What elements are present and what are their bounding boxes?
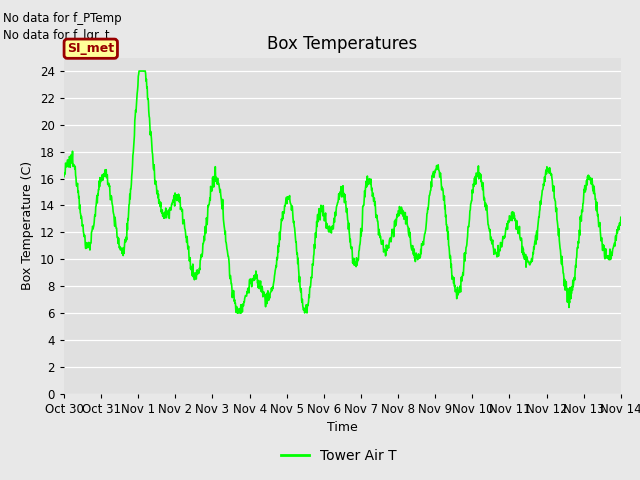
Legend: Tower Air T: Tower Air T	[276, 443, 403, 468]
Text: SI_met: SI_met	[67, 42, 115, 55]
X-axis label: Time: Time	[327, 421, 358, 434]
Text: No data for f_PTemp: No data for f_PTemp	[3, 12, 122, 25]
Y-axis label: Box Temperature (C): Box Temperature (C)	[21, 161, 35, 290]
Text: No data for f_lgr_t: No data for f_lgr_t	[3, 29, 110, 42]
Title: Box Temperatures: Box Temperatures	[268, 35, 417, 53]
